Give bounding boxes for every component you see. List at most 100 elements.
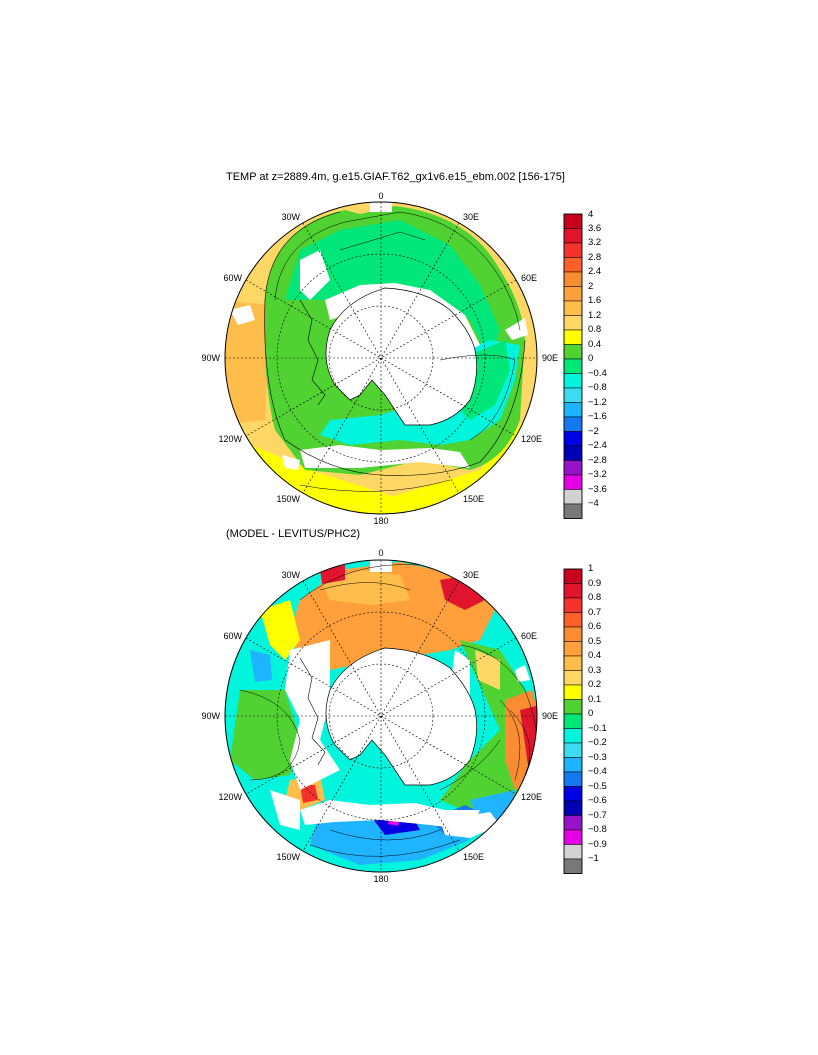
cb1-label: 1 [588, 563, 593, 574]
cb0-label: 3.6 [588, 223, 601, 234]
temperature-map: 0 30E 60E 90E 120E 150E 180 150W 120W 90… [201, 191, 558, 526]
cb1-label: 0.3 [588, 665, 601, 676]
cb0-label: 2 [588, 281, 593, 292]
colorbar-swatch [563, 474, 583, 490]
colorbar-swatch [563, 329, 583, 345]
lon-label-180: 180 [373, 516, 388, 526]
colorbar-swatch [563, 655, 583, 671]
cb1-label: −0.8 [588, 824, 607, 835]
colorbar-swatch [563, 844, 583, 860]
colorbar-swatch [563, 315, 583, 331]
colorbar-swatch [563, 684, 583, 700]
colorbar-swatch [563, 431, 583, 447]
lon-label-0: 0 [378, 548, 383, 558]
colorbar-swatch [563, 460, 583, 476]
cb1-label: 0.4 [588, 650, 601, 661]
cb0-label: −1.2 [588, 397, 607, 408]
colorbar-swatch [563, 815, 583, 831]
lon-label-120w: 120W [218, 434, 242, 444]
cb1-label: 0.9 [588, 578, 601, 589]
colorbar-swatch [563, 713, 583, 729]
cb0-label: 2.4 [588, 266, 601, 277]
cb1-label: −0.4 [588, 766, 607, 777]
lon-label-90e: 90E [542, 711, 558, 721]
colorbar-frame [563, 568, 583, 874]
colorbar-swatch [563, 597, 583, 613]
difference-map: 0 30E 60E 90E 120E 150E 180 150W 120W 90… [201, 548, 558, 884]
colorbar-swatch [563, 286, 583, 302]
lon-label-150e: 150E [463, 494, 484, 504]
colorbar-swatch [563, 699, 583, 715]
temperature-colorbar [563, 213, 583, 519]
colorbar-swatch [563, 626, 583, 642]
colorbar-swatch [563, 568, 583, 584]
lon-label-180: 180 [373, 874, 388, 884]
colorbar-swatch [563, 344, 583, 360]
cb1-label: −0.6 [588, 795, 607, 806]
colorbar-swatch [563, 670, 583, 686]
lon-label-0: 0 [378, 191, 383, 201]
colorbar-swatch [563, 416, 583, 432]
colorbar-swatch [563, 757, 583, 773]
colorbar-swatch [563, 257, 583, 273]
colorbar-swatch [563, 503, 583, 519]
colorbar-swatch [563, 489, 583, 505]
colorbar-swatch [563, 402, 583, 418]
lon-label-120e: 120E [521, 434, 542, 444]
lon-label-120e: 120E [521, 792, 542, 802]
cb1-label: −0.9 [588, 839, 607, 850]
lon-label-60w: 60W [223, 273, 242, 283]
cb0-label: −2 [588, 426, 599, 437]
cb1-label: −0.2 [588, 737, 607, 748]
cb1-label: 0.5 [588, 636, 601, 647]
lon-label-120w: 120W [218, 792, 242, 802]
cb0-label: 1.2 [588, 310, 601, 321]
cb0-label: −1.6 [588, 411, 607, 422]
cb0-label: 3.2 [588, 237, 601, 248]
cb0-label: 0 [588, 353, 593, 364]
cb0-label: 4 [588, 209, 593, 220]
difference-colorbar [563, 568, 583, 874]
colorbar-swatch [563, 771, 583, 787]
colorbar-swatch [563, 445, 583, 461]
cb0-label: −3.2 [588, 469, 607, 480]
panel-title-temperature: TEMP at z=2889.4m, g.e15.GIAF.T62_gx1v6.… [226, 171, 565, 183]
cb0-label: 0.8 [588, 324, 601, 335]
colorbar-swatch [563, 387, 583, 403]
cb1-label: 0 [588, 708, 593, 719]
lon-label-90w: 90W [201, 353, 220, 363]
cb1-label: −0.7 [588, 810, 607, 821]
cb0-label: 1.6 [588, 295, 601, 306]
lon-label-60e: 60E [521, 273, 537, 283]
colorbar-swatch [563, 858, 583, 874]
lon-label-30e: 30E [463, 570, 479, 580]
cb0-label: −2.8 [588, 455, 607, 466]
colorbar-swatch [563, 829, 583, 845]
colorbar-swatch [563, 800, 583, 816]
cb1-label: 0.6 [588, 621, 601, 632]
colorbar-swatch [563, 213, 583, 229]
lon-label-60e: 60E [521, 631, 537, 641]
lon-label-30e: 30E [463, 212, 479, 222]
colorbar-swatch [563, 373, 583, 389]
panel-title-difference: (MODEL - LEVITUS/PHC2) [226, 528, 361, 540]
cb1-label: −0.3 [588, 752, 607, 763]
cb0-label: −3.6 [588, 484, 607, 495]
colorbar-frame [563, 213, 583, 519]
lon-label-30w: 30W [281, 212, 300, 222]
cb0-label: 0.4 [588, 339, 601, 350]
cb1-label: −1 [588, 853, 599, 864]
cb1-label: 0.1 [588, 694, 601, 705]
cb0-label: −4 [588, 498, 599, 509]
colorbar-swatch [563, 583, 583, 599]
colorbar-swatch [563, 612, 583, 628]
lon-label-60w: 60W [223, 631, 242, 641]
cb1-label: 0.2 [588, 679, 601, 690]
colorbar-swatch [563, 358, 583, 374]
cb1-label: 0.8 [588, 592, 601, 603]
lon-label-90e: 90E [542, 353, 558, 363]
colorbar-swatch [563, 786, 583, 802]
cb1-label: −0.5 [588, 781, 607, 792]
colorbar-swatch [563, 242, 583, 258]
